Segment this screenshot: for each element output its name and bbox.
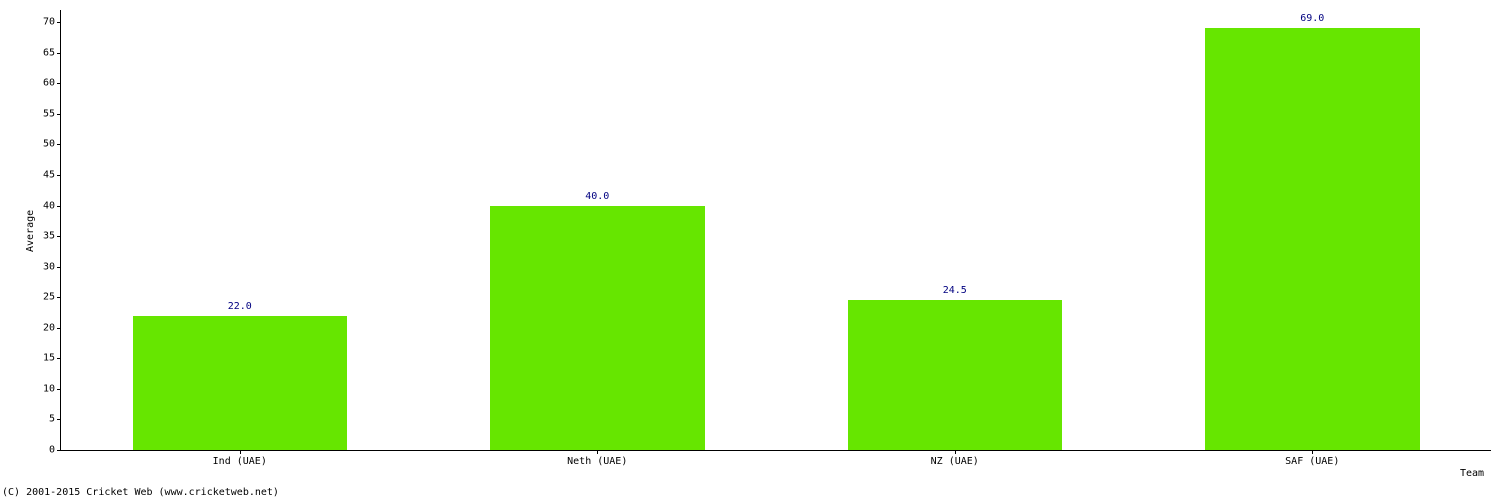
y-tick-mark (57, 236, 61, 237)
bar: 69.0 (1205, 28, 1420, 450)
y-tick-mark (57, 206, 61, 207)
footer-text: (C) 2001-2015 Cricket Web (www.cricketwe… (2, 487, 279, 498)
x-tick-mark (955, 450, 956, 454)
y-axis-title: Average (25, 210, 36, 252)
y-tick-mark (57, 53, 61, 54)
y-tick-mark (57, 175, 61, 176)
plot-area: 051015202530354045505560657022.0Ind (UAE… (60, 10, 1491, 451)
y-tick-mark (57, 419, 61, 420)
y-tick-mark (57, 450, 61, 451)
y-tick-mark (57, 358, 61, 359)
y-tick-mark (57, 297, 61, 298)
y-tick-mark (57, 267, 61, 268)
y-tick-mark (57, 328, 61, 329)
y-tick-mark (57, 22, 61, 23)
y-tick-mark (57, 83, 61, 84)
bar-value-label: 69.0 (1300, 13, 1324, 28)
chart-container: 051015202530354045505560657022.0Ind (UAE… (0, 0, 1500, 500)
bar: 24.5 (848, 300, 1063, 450)
x-tick-mark (1312, 450, 1313, 454)
bar-value-label: 22.0 (228, 301, 252, 316)
bar: 22.0 (133, 316, 348, 450)
bar: 40.0 (490, 206, 705, 450)
bar-value-label: 40.0 (585, 191, 609, 206)
y-tick-mark (57, 114, 61, 115)
x-axis-title: Team (1460, 468, 1484, 479)
y-tick-mark (57, 389, 61, 390)
bar-value-label: 24.5 (943, 285, 967, 300)
x-tick-mark (240, 450, 241, 454)
y-tick-mark (57, 144, 61, 145)
x-tick-mark (597, 450, 598, 454)
